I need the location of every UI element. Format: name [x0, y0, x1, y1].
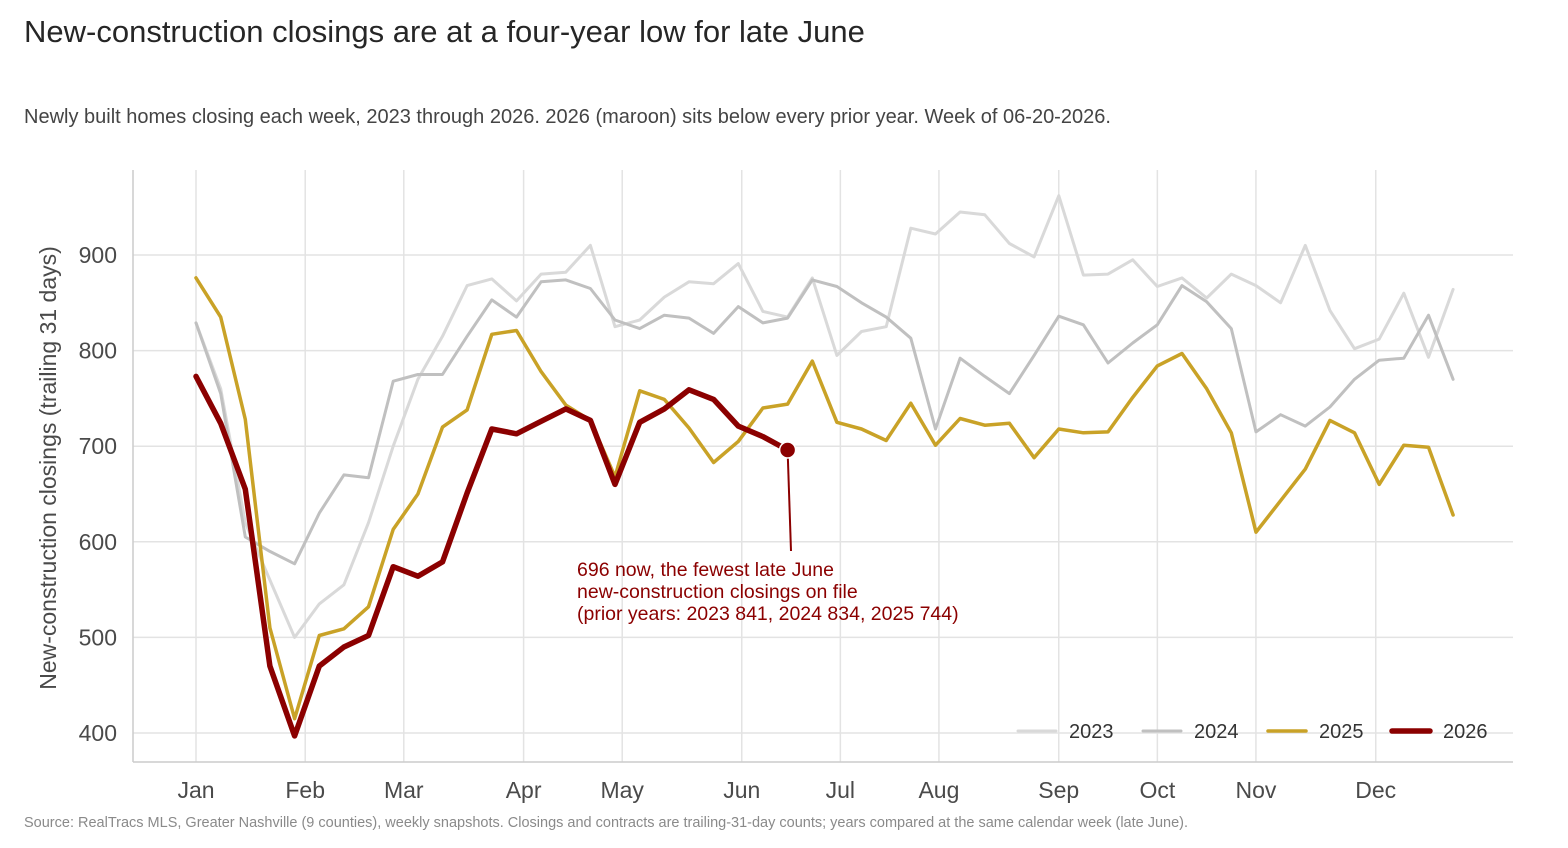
series-line-2026: [193, 373, 791, 739]
legend-label-2026: 2026: [1443, 721, 1488, 743]
x-tick-label: Sep: [1038, 777, 1079, 803]
legend-label-2025: 2025: [1319, 721, 1364, 743]
legend-label-2024: 2024: [1194, 721, 1239, 743]
x-tick-label: Aug: [918, 777, 959, 803]
y-tick-label: 900: [79, 242, 117, 268]
series-line-2023: [194, 194, 1455, 639]
y-tick-label: 700: [79, 433, 117, 459]
annotation-line: new-construction closings on file: [577, 581, 858, 603]
x-tick-label: Oct: [1139, 777, 1175, 803]
annotation-layer: 696 now, the fewest late June new-constru…: [577, 441, 959, 625]
annotation-leader-line: [786, 449, 792, 552]
x-tick-label: Jun: [723, 777, 760, 803]
y-axis-title: New-construction closings (trailing 31 d…: [35, 246, 61, 690]
x-tick-label: Apr: [506, 777, 542, 803]
x-tick-label: Mar: [384, 777, 424, 803]
gridlines: [133, 170, 1513, 762]
x-tick-label: Feb: [285, 777, 325, 803]
y-tick-label: 800: [79, 338, 117, 364]
y-tick-label: 500: [79, 624, 117, 650]
y-tick-label: 600: [79, 529, 117, 555]
source-note: Source: RealTracs MLS, Greater Nashville…: [24, 815, 1189, 831]
chart-legend: 2023 2024 2025 2026: [1016, 721, 1488, 743]
current-week-marker: [778, 441, 797, 459]
series-line-2024: [194, 278, 1455, 566]
x-tick-label: Nov: [1235, 777, 1276, 803]
series-line-2025: [194, 276, 1455, 721]
y-tick-label: 400: [79, 720, 117, 746]
annotation-line: (prior years: 2023 841, 2024 834, 2025 7…: [577, 603, 959, 625]
chart-title: New-construction closings are at a four-…: [24, 14, 865, 49]
chart-subtitle: Newly built homes closing each week, 202…: [24, 106, 1111, 128]
series-lines: [193, 194, 1455, 739]
x-tick-label: Jul: [826, 777, 855, 803]
x-tick-label: Dec: [1355, 777, 1396, 803]
x-tick-label: Jan: [177, 777, 214, 803]
axes: 400 500 600 700 800 900 Jan Feb Mar Apr May Jun Jul A…: [35, 170, 1513, 803]
annotation-text: 696 now, the fewest late June new-constru…: [577, 559, 959, 625]
legend-label-2023: 2023: [1069, 721, 1114, 743]
annotation-line: 696 now, the fewest late June: [577, 559, 834, 581]
x-tick-label: May: [600, 777, 644, 803]
